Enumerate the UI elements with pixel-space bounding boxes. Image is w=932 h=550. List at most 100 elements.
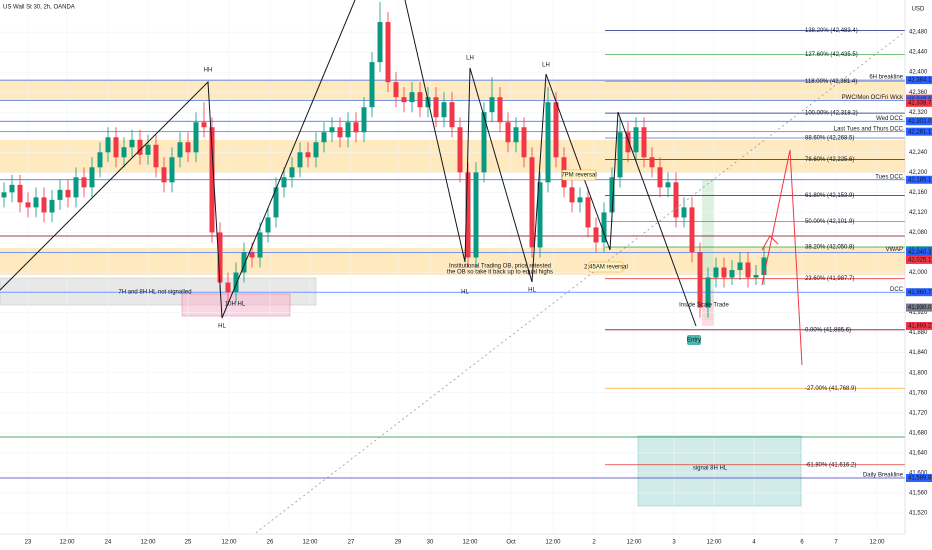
lines xyxy=(0,0,905,534)
candle-body xyxy=(233,272,239,293)
candle-body xyxy=(353,122,359,133)
y-tick-label: 41,560 xyxy=(909,491,928,497)
x-tick-label: 12:00 xyxy=(869,540,885,546)
y-tick-label: 41,680 xyxy=(909,430,928,436)
level-label: Tues DCC xyxy=(875,174,903,180)
candle-body xyxy=(377,22,383,63)
y-tick-label: 42,080 xyxy=(909,230,928,236)
annotation: signal 8H HL xyxy=(693,466,728,472)
annotation: 7H and 8H HL not signalled xyxy=(118,290,191,296)
price-badge-label: 42,302.0 xyxy=(908,119,932,125)
candle-body xyxy=(81,177,87,188)
annotation: HH xyxy=(204,68,213,74)
candle-body xyxy=(73,177,79,198)
candle-body xyxy=(489,97,495,113)
price-badge xyxy=(906,473,932,482)
candle-body xyxy=(57,189,63,200)
price-badge xyxy=(906,303,932,312)
price-badge-label: 41,893.2 xyxy=(908,324,932,330)
candle-body xyxy=(657,167,663,188)
y-tick-label: 41,760 xyxy=(909,390,928,396)
candle-body xyxy=(633,127,639,153)
price-badge xyxy=(906,255,932,264)
price-badge-label: 42,281.1 xyxy=(908,129,932,135)
candle-body xyxy=(49,199,55,213)
candle-body xyxy=(25,202,31,208)
projection xyxy=(761,149,803,366)
candle-body xyxy=(529,157,535,248)
price-badge-label: 42,025.1 xyxy=(908,258,932,264)
x-tick-label: 30 xyxy=(427,540,434,546)
x-tick-label: 29 xyxy=(395,540,402,546)
candle-body xyxy=(337,127,343,138)
projection xyxy=(761,235,779,251)
fib-label: -27.00% (41,768.9) xyxy=(805,386,856,392)
candle-body xyxy=(369,62,375,108)
candle-body xyxy=(617,132,623,178)
chart-title: US Wall St 30, 2h, OANDA xyxy=(3,5,75,11)
price-badge-label: 42,338.7 xyxy=(908,100,932,106)
candle-body xyxy=(97,152,103,168)
candle-body xyxy=(137,139,143,155)
candle-body xyxy=(1,192,7,198)
level-label: DCC xyxy=(890,287,904,293)
candle-body xyxy=(185,142,191,153)
fib-label: 100.00% (42,318.2) xyxy=(805,111,858,117)
price-badge xyxy=(906,175,932,184)
fib-label: 138.20% (42,483.4) xyxy=(805,28,858,34)
fib-label: 50.00% (42,101.9) xyxy=(805,219,854,225)
candle-body xyxy=(129,139,135,148)
fib-label: 0.00% (41,885.6) xyxy=(805,327,851,333)
level-label: PWC/Mon OC/Fri Wick xyxy=(842,95,904,101)
candle-body xyxy=(153,144,159,168)
candle-body xyxy=(713,267,719,278)
candle-body xyxy=(385,22,391,83)
annotation-box xyxy=(561,169,597,181)
candle-body xyxy=(737,262,743,271)
candle-body xyxy=(545,102,551,183)
candle-body xyxy=(105,137,111,153)
candle-body xyxy=(257,232,263,258)
candle-body xyxy=(345,122,351,138)
y-tick-label: 42,360 xyxy=(909,90,928,96)
price-badge-label: 41,930.0 xyxy=(908,305,932,311)
price-badge-label: 42,185.1 xyxy=(908,177,932,183)
trend-line xyxy=(239,19,921,546)
annotation: 7PM reversal xyxy=(561,173,596,179)
candle-body xyxy=(401,97,407,103)
price-badge xyxy=(906,117,932,126)
candle-body xyxy=(361,107,367,133)
fib-label: -61.80% (41,616.2) xyxy=(805,462,856,468)
x-axis-bg xyxy=(0,534,932,550)
candle-body xyxy=(121,147,127,158)
annotation: LH xyxy=(542,63,550,69)
candle-body xyxy=(225,282,231,293)
currency: USD xyxy=(912,7,925,13)
candle-body xyxy=(265,217,271,233)
candle-body xyxy=(9,184,15,193)
candle-body xyxy=(577,197,583,203)
y-axis-bg xyxy=(905,0,932,550)
candle-body xyxy=(593,227,599,243)
candle-body xyxy=(241,252,247,273)
x-tick-label: 12:00 xyxy=(462,540,478,546)
candle-body xyxy=(321,132,327,143)
candle-body xyxy=(289,167,295,178)
candle-body xyxy=(505,122,511,143)
candle-body xyxy=(273,187,279,218)
annotation-box xyxy=(588,261,624,273)
price-badge-label: 41,960.7 xyxy=(908,290,932,296)
level-label: Last Tues and Thurs DCC xyxy=(834,126,904,132)
x-tick-label: 26 xyxy=(267,540,274,546)
y-tick-label: 42,200 xyxy=(909,170,928,176)
candle-body xyxy=(721,267,727,278)
candle-body xyxy=(497,97,503,123)
y-tick-label: 41,880 xyxy=(909,330,928,336)
candle-body xyxy=(409,92,415,103)
candle-body xyxy=(329,127,335,133)
candle-body xyxy=(193,122,199,153)
candle-body xyxy=(705,277,711,308)
y-tick-label: 41,640 xyxy=(909,450,928,456)
y-tick-label: 42,440 xyxy=(909,50,928,56)
